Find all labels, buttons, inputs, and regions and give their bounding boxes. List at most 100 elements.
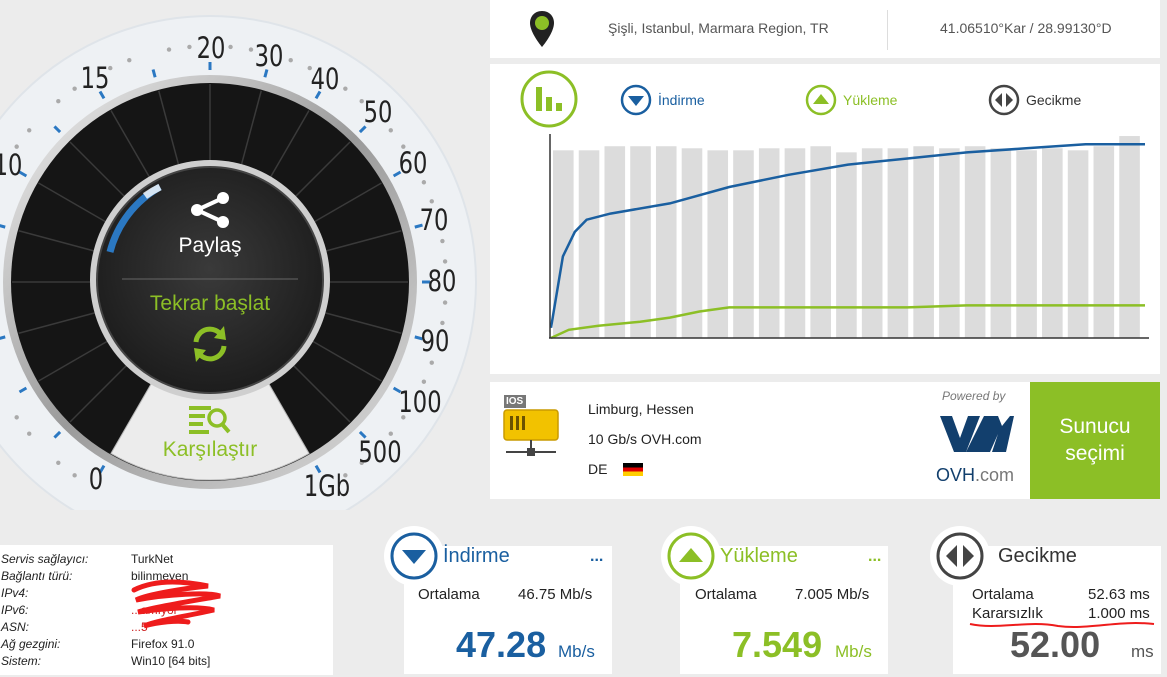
download-icon bbox=[620, 84, 652, 116]
legend-upload: Yükleme bbox=[805, 84, 897, 116]
compare-icon bbox=[189, 406, 231, 434]
chart-bar bbox=[784, 148, 806, 338]
chart-bar bbox=[1119, 136, 1140, 338]
latency-card-icon bbox=[936, 532, 984, 580]
legend-latency-label: Gecikme bbox=[1026, 92, 1082, 108]
chart-bar bbox=[990, 148, 1012, 338]
location-bar: Şişli, Istanbul, Marmara Region, TR 41.0… bbox=[490, 0, 1160, 58]
latency-card-title: Gecikme bbox=[998, 545, 1077, 567]
chart-bar bbox=[913, 146, 934, 338]
info-label: Ağ gezgini: bbox=[1, 637, 61, 651]
chart-bar bbox=[655, 146, 677, 338]
info-label: Sistem: bbox=[1, 654, 42, 668]
gauge-tick-label: 0 bbox=[88, 462, 104, 496]
chart-bar bbox=[1042, 148, 1063, 338]
gauge-tick-label: 100 bbox=[398, 385, 442, 419]
chart-bar bbox=[578, 150, 600, 338]
chart-bar bbox=[707, 150, 729, 338]
gauge-graphic bbox=[0, 15, 477, 510]
chart-bar bbox=[604, 146, 626, 338]
chart-bar bbox=[758, 148, 780, 338]
gauge-tick-label: 15 bbox=[80, 61, 110, 95]
download-card-icon-wrap bbox=[384, 526, 444, 586]
download-avg-label: Ortalama bbox=[418, 586, 480, 603]
share-label: Paylaş bbox=[178, 234, 242, 257]
latency-jitter-label: Kararsızlık bbox=[972, 605, 1043, 622]
latency-result: 52.00 bbox=[1010, 624, 1101, 665]
gauge-tick-label: 10 bbox=[0, 148, 23, 182]
chart-bar bbox=[861, 148, 883, 338]
server-city: Limburg, Hessen bbox=[588, 401, 694, 417]
server-select-line2: seçimi bbox=[1065, 442, 1125, 465]
latency-card-icon-wrap bbox=[930, 526, 990, 586]
info-label: IPv4: bbox=[1, 586, 29, 600]
chart-bar bbox=[733, 150, 754, 338]
legend-upload-label: Yükleme bbox=[843, 92, 898, 108]
latency-avg-value: 52.63 ms bbox=[1088, 586, 1150, 603]
gauge-tick-label: 50 bbox=[363, 95, 393, 129]
ovh-brand-suffix: .com bbox=[975, 465, 1015, 485]
ovh-brand-name: OVH bbox=[936, 465, 976, 485]
compare-button[interactable]: Karşılaştır bbox=[150, 404, 270, 470]
chart-bar bbox=[1093, 146, 1115, 338]
gauge-tick-label: 1Gb bbox=[303, 469, 351, 503]
gauge-tick-label: 20 bbox=[196, 31, 226, 65]
server-country: DE bbox=[588, 461, 644, 477]
gauge-tick-label: 30 bbox=[254, 39, 284, 73]
upload-card-title: Yükleme bbox=[720, 545, 798, 567]
server-provider: 10 Gb/s OVH.com bbox=[588, 431, 702, 447]
red-underline-scribble bbox=[969, 622, 1155, 628]
chart-bar bbox=[1067, 150, 1089, 338]
location-place: Şişli, Istanbul, Marmara Region, TR bbox=[608, 20, 829, 36]
ovh-brand: OVH.com bbox=[936, 465, 1014, 486]
download-card-title: İndirme bbox=[443, 545, 510, 567]
gauge-tick-label: 500 bbox=[358, 435, 402, 469]
location-coords: 41.06510°Kar / 28.99130°D bbox=[940, 20, 1112, 36]
share-button[interactable]: Paylaş bbox=[150, 190, 270, 265]
download-card-more[interactable]: ... bbox=[590, 548, 604, 565]
latency-jitter-value: 1.000 ms bbox=[1088, 605, 1150, 622]
germany-flag-icon bbox=[623, 462, 644, 476]
chart-icon bbox=[520, 70, 578, 128]
server-select-line1: Sunucu bbox=[1059, 415, 1131, 438]
chart-bar bbox=[939, 148, 960, 338]
upload-line bbox=[550, 304, 1145, 340]
gauge-tick-label: 80 bbox=[427, 264, 457, 298]
download-result: 47.28 bbox=[456, 624, 547, 665]
server-select-button[interactable]: Sunucu seçimi bbox=[1030, 382, 1160, 499]
legend-download-label: İndirme bbox=[658, 92, 705, 108]
chart-panel: İndirme Yükleme Gecikme bbox=[490, 64, 1160, 374]
chart-bar bbox=[810, 146, 831, 338]
restart-label: Tekrar başlat bbox=[149, 292, 271, 315]
upload-card-more[interactable]: ... bbox=[868, 548, 882, 565]
chart-bar bbox=[553, 150, 574, 338]
server-panel: IOS Limburg, Hessen 10 Gb/s OVH.com DE P… bbox=[490, 382, 1030, 499]
info-label: Bağlantı türü: bbox=[1, 569, 73, 583]
chart-bar bbox=[630, 146, 651, 338]
chart-bar bbox=[887, 148, 909, 338]
download-line bbox=[549, 142, 1145, 329]
chart-bar bbox=[836, 152, 857, 338]
chart-bar bbox=[681, 148, 703, 338]
upload-card-icon-wrap bbox=[661, 526, 721, 586]
gauge-tick-label: 40 bbox=[310, 62, 340, 96]
powered-by: Powered by bbox=[942, 389, 1006, 403]
info-value: Win10 [64 bits] bbox=[131, 654, 211, 668]
gauge-tick-marks bbox=[0, 44, 448, 478]
upload-result: 7.549 bbox=[732, 624, 823, 665]
latency-icon bbox=[988, 84, 1020, 116]
info-label: ASN: bbox=[1, 620, 30, 634]
server-country-code: DE bbox=[588, 461, 608, 477]
gauge-tick-label: 90 bbox=[420, 324, 450, 358]
restart-button[interactable]: Tekrar başlat bbox=[120, 292, 300, 372]
server-icon bbox=[503, 395, 559, 456]
redaction-scribble bbox=[131, 579, 221, 629]
info-label: IPv6: bbox=[1, 603, 29, 617]
map-pin-icon bbox=[530, 11, 554, 47]
info-value: bilinmeyen bbox=[131, 569, 189, 583]
share-icon bbox=[191, 192, 229, 228]
latency-avg-label: Ortalama bbox=[972, 586, 1034, 603]
compare-label: Karşılaştır bbox=[162, 438, 258, 461]
compare-wedge[interactable] bbox=[110, 381, 310, 481]
